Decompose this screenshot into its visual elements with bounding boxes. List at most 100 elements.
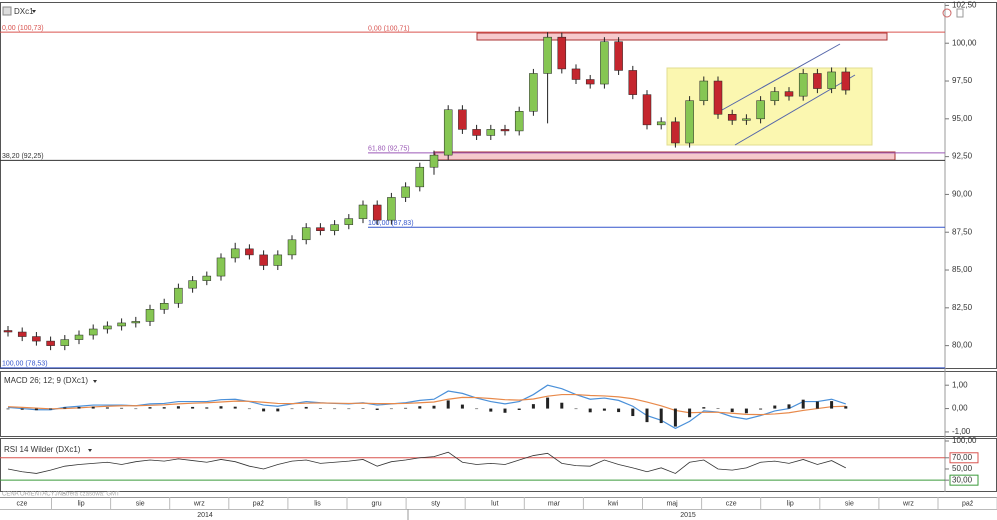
y-tick-label: 87,50 <box>952 227 973 236</box>
macd-histogram <box>162 407 166 409</box>
candle-body <box>614 41 623 71</box>
macd-histogram <box>347 408 351 410</box>
macd-title: MACD 26; 12; 9 (DXc1) <box>4 376 88 385</box>
symbol-icon <box>2 6 12 16</box>
candle-body <box>628 70 638 95</box>
macd-histogram <box>120 407 124 409</box>
candle-body <box>770 91 780 101</box>
macd-histogram <box>574 408 578 410</box>
macd-histogram <box>787 404 791 409</box>
macd-histogram <box>20 408 24 410</box>
candle-body <box>3 330 13 333</box>
candle-body <box>798 73 808 97</box>
macd-histogram <box>702 407 706 409</box>
month-label: sie <box>845 500 854 507</box>
candle-body <box>401 186 410 198</box>
candle-body <box>600 41 609 85</box>
macd-histogram <box>34 408 38 411</box>
macd-histogram <box>801 399 805 409</box>
footer-note: CENA ORIENTACYJNA <box>2 492 66 498</box>
candle-body <box>387 197 396 221</box>
macd-histogram <box>418 406 422 409</box>
macd-histogram <box>290 408 294 410</box>
level-label: 100,00 (78,53) <box>2 361 48 368</box>
y-tick-label: 90,00 <box>952 190 973 199</box>
candle-body <box>17 331 27 337</box>
macd-histogram <box>602 408 606 411</box>
macd-histogram <box>276 408 280 412</box>
macd-histogram <box>617 408 621 413</box>
candle-body <box>841 71 851 91</box>
macd-line <box>7 384 846 430</box>
candle-body <box>202 275 212 281</box>
channel-upper <box>721 43 841 111</box>
macd-histogram <box>63 407 67 409</box>
macd-histogram <box>134 408 138 410</box>
month-label: lut <box>491 500 498 507</box>
level-label: 0,00 (100,71) <box>368 25 410 32</box>
macd-histogram <box>375 408 379 410</box>
macd-histogram <box>475 408 479 410</box>
month-label: lip <box>787 500 794 507</box>
month-label: lis <box>314 500 321 507</box>
macd-histogram <box>503 408 507 413</box>
year-label: 2015 <box>680 512 696 519</box>
dropdown-arrow[interactable] <box>88 449 92 452</box>
macd-histogram <box>318 408 322 409</box>
macd-histogram <box>91 406 95 409</box>
macd-histogram <box>6 408 10 410</box>
macd-histogram <box>191 406 195 409</box>
candle-body <box>742 118 751 121</box>
candle-body <box>103 325 112 330</box>
panel-icon[interactable] <box>956 8 964 18</box>
macd-histogram <box>830 401 834 409</box>
candle-body <box>145 309 155 322</box>
candle-body <box>46 340 55 346</box>
candle-body <box>330 224 339 231</box>
month-label: wrz <box>902 500 914 507</box>
candle-body <box>529 73 538 112</box>
candle-body <box>316 227 325 231</box>
macd-histogram <box>489 408 493 412</box>
candle-body <box>216 257 226 277</box>
macd-histogram <box>645 408 649 423</box>
candle-body <box>557 36 567 70</box>
macd-histogram <box>773 405 777 409</box>
candle-body <box>188 280 197 289</box>
settings-icon[interactable] <box>942 8 952 18</box>
candle-body <box>60 339 70 346</box>
macd-histogram <box>219 406 223 409</box>
month-label: lip <box>78 500 85 507</box>
footer-timezone: Strefa czasowa: GMT <box>62 492 120 498</box>
macd-histogram <box>759 408 763 410</box>
y-tick-label: 0,00 <box>952 404 968 413</box>
macd-histogram <box>531 404 535 409</box>
dropdown-arrow[interactable] <box>32 10 36 13</box>
y-tick-label: 102,50 <box>952 1 977 10</box>
month-label: cze <box>17 500 28 507</box>
candle-body <box>174 287 183 304</box>
candle-body <box>159 303 169 310</box>
macd-histogram <box>233 406 237 409</box>
candle-body <box>571 68 581 80</box>
tick-label-box <box>949 452 979 464</box>
candle-body <box>372 204 382 221</box>
dropdown-arrow[interactable] <box>93 380 97 383</box>
candle-body <box>813 73 822 89</box>
month-label: sty <box>431 500 440 507</box>
level-label: 61,80 (92,75) <box>368 146 410 153</box>
candle-body <box>259 254 268 266</box>
y-tick-label: 50,00 <box>952 464 973 473</box>
month-label: wrz <box>193 500 205 507</box>
candle-body <box>88 328 98 336</box>
candle-body <box>486 129 496 136</box>
macd-histogram <box>77 406 81 409</box>
candle-body <box>671 121 680 144</box>
symbol-title: DXc1 <box>14 7 34 16</box>
macd-histogram <box>105 407 109 409</box>
y-tick-label: 100,00 <box>952 38 977 47</box>
candle-body <box>273 254 283 266</box>
month-label: gru <box>372 500 382 507</box>
candle-body <box>287 239 297 256</box>
